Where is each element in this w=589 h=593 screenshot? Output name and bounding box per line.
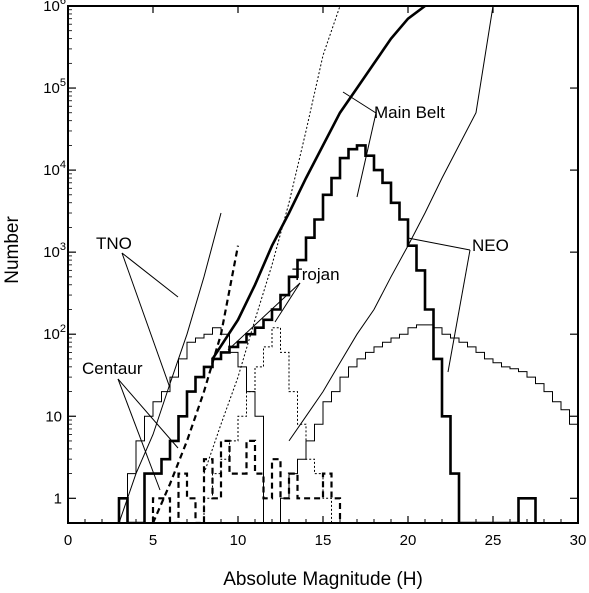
y-tick-label: 106 (43, 0, 66, 15)
neo-arrow-2 (447, 249, 471, 373)
annotation-trojan: Trojan (292, 265, 340, 284)
histogram-centaur (151, 439, 342, 523)
centaur-arrow-1 (117, 378, 179, 449)
trojan-arrow-2 (274, 282, 301, 323)
x-axis-title: Absolute Magnitude (H) (223, 569, 423, 590)
axis-tick-labels: 0 5 10 15 20 25 30 1 10 102 103 104 105 106 (43, 0, 586, 549)
annotation-tno: TNO (96, 234, 132, 253)
histogram-tno (118, 327, 264, 523)
mainbelt-arrow-1 (342, 91, 377, 114)
line-main-belt (211, 6, 426, 360)
y-tick-label: 105 (43, 77, 66, 97)
line-centaur (151, 245, 240, 523)
y-tick-label: 104 (43, 159, 66, 179)
histogram-neo (280, 324, 578, 523)
histogram-trojan (203, 327, 332, 523)
centaur-arrow-2 (117, 378, 161, 491)
neo-arrow-1 (407, 237, 471, 251)
mainbelt-arrow-2 (356, 112, 377, 198)
y-tick-label: 103 (43, 241, 66, 261)
trojan-arrow-1 (227, 282, 301, 351)
tno-arrow-2 (121, 252, 171, 389)
y-tick-label: 102 (43, 323, 66, 343)
axis-ticks (67, 5, 579, 523)
annotation-neo: NEO (472, 236, 509, 255)
y-tick-label: 10 (45, 408, 62, 425)
chart-marks (117, 6, 578, 523)
x-tick-label: 5 (149, 532, 157, 549)
x-tick-label: 15 (315, 532, 332, 549)
line-tno (118, 212, 222, 523)
x-tick-label: 0 (64, 532, 72, 549)
annotation-arrows (117, 91, 471, 491)
y-tick-label: 1 (54, 490, 62, 507)
annotation-main-belt: Main Belt (374, 103, 445, 122)
line-trojan (203, 6, 341, 474)
x-tick-label: 30 (570, 532, 587, 549)
x-tick-label: 25 (485, 532, 502, 549)
histogram-main-belt (117, 144, 537, 523)
line-neo (288, 6, 494, 442)
annotation-centaur: Centaur (82, 359, 143, 378)
y-axis-title: Number (2, 216, 23, 284)
x-tick-label: 20 (400, 532, 417, 549)
x-tick-label: 10 (230, 532, 247, 549)
tno-arrow-1 (121, 252, 179, 298)
